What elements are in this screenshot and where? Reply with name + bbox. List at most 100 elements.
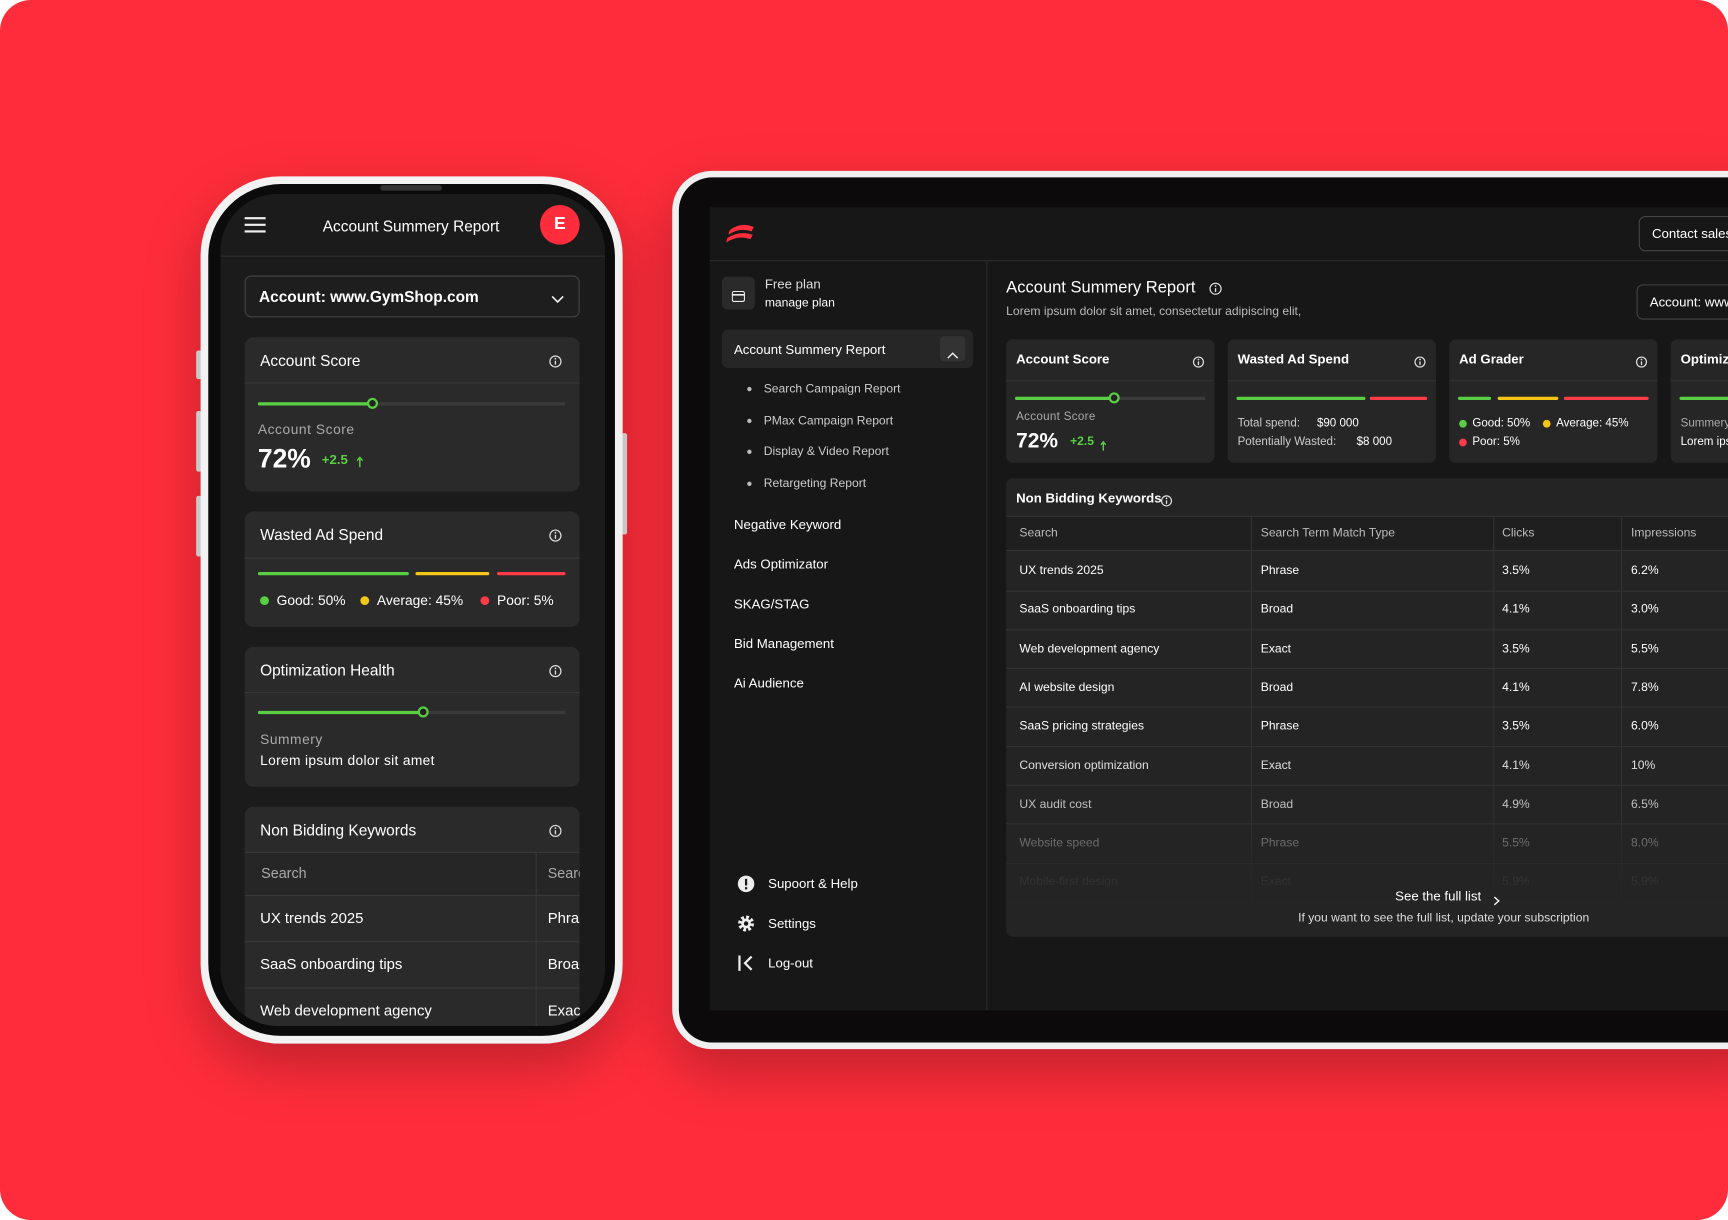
up-arrow-svg — [1100, 440, 1107, 451]
row-divider — [244, 941, 580, 943]
cell: 3.5% — [1502, 642, 1530, 656]
card-title: Wasted Ad Spend — [1237, 351, 1350, 367]
chevron-right — [1493, 892, 1500, 906]
contact-button[interactable] — [1638, 215, 1728, 252]
sub-nav-item[interactable]: Retargeting Report — [763, 477, 867, 491]
page-subtitle: Lorem ipsum dolor sit amet, consectetur … — [1006, 305, 1302, 319]
slider-fill — [257, 401, 373, 405]
card-icon-svg — [731, 290, 745, 302]
legend-label: Poor: 5% — [497, 592, 554, 609]
nav-item[interactable]: Bid Management — [733, 635, 834, 652]
row-divider — [1006, 706, 1728, 708]
chevron-down-svg — [551, 295, 564, 304]
card-icon — [731, 288, 745, 302]
column-header: Search — [261, 864, 307, 882]
contact-label: Contact sales — [1651, 225, 1728, 242]
summary-text: Lorem ipsum dolor sit amet — [260, 752, 435, 769]
sub-nav-item[interactable]: Search Campaign Report — [763, 382, 901, 396]
row-divider — [1006, 667, 1728, 670]
cell: UX trends 2025 — [1019, 564, 1104, 578]
grade-bar — [1369, 396, 1428, 400]
cell: SaaS onboarding tips — [1019, 603, 1136, 617]
divider — [1227, 380, 1436, 382]
nav-item[interactable]: Ads Optimizator — [733, 556, 829, 572]
nav-item[interactable]: Negative Keyword — [733, 516, 842, 533]
cell: Conversion optimization — [1019, 758, 1149, 772]
bullet — [747, 418, 752, 424]
account-select[interactable] — [1636, 284, 1728, 320]
cell: 4.1% — [1502, 603, 1530, 617]
bullet — [747, 449, 752, 455]
card-title: Account Score — [1016, 351, 1110, 367]
card: Account Score Account Score 72% +2.5 — [1006, 339, 1215, 463]
sub-nav-item[interactable]: Display & Video Report — [763, 445, 889, 459]
up-arrow — [1100, 436, 1107, 451]
column-divider — [1493, 515, 1495, 937]
row-divider — [1006, 629, 1728, 631]
score-label: Account Score — [257, 422, 355, 438]
card: Ad Grader Good: 50% Average: 45% Poor: 5% — [1449, 339, 1658, 463]
manage-plan[interactable]: manage plan — [764, 296, 835, 310]
column-divider — [1621, 515, 1623, 937]
chevron-down — [551, 291, 564, 304]
collapse-button[interactable] — [940, 336, 966, 362]
card: Optimization Health Summery Lorem ipsum do… — [1670, 339, 1728, 463]
cell: Exact — [1260, 642, 1292, 656]
row-divider — [244, 894, 580, 896]
footer-nav-item[interactable]: Supoort & Help — [768, 876, 858, 892]
divider — [1449, 380, 1658, 382]
card-title: Wasted Ad Spend — [260, 525, 384, 544]
divider — [220, 255, 606, 257]
phone-button — [621, 433, 628, 535]
cell: 3.0% — [1631, 603, 1659, 617]
cell: 7.8% — [1631, 680, 1659, 695]
cell: 6.5% — [1631, 797, 1659, 811]
info-icon — [549, 823, 562, 838]
legend-dot — [1542, 419, 1551, 428]
row-divider — [1006, 745, 1728, 747]
cell: SaaS pricing strategies — [1019, 719, 1145, 734]
legend-label: Good: 50% — [276, 592, 346, 609]
cell: 4.1% — [1502, 758, 1530, 772]
cell: Phrase — [1260, 564, 1300, 578]
score-label: Account Score — [1016, 409, 1096, 424]
nav-item[interactable]: SKAG/STAG — [733, 596, 810, 612]
column-header: Impressions — [1631, 526, 1697, 540]
divider — [244, 692, 580, 694]
upgrade-note: If you want to see the full list, update… — [1298, 911, 1590, 925]
score-value: 72% — [257, 444, 311, 474]
info-icon — [1209, 281, 1222, 295]
nav-active[interactable] — [721, 329, 974, 369]
info-icon-svg — [1635, 355, 1647, 368]
card — [244, 511, 580, 628]
nav-icon-svg — [738, 955, 753, 971]
see-full-list[interactable]: See the full list — [1395, 888, 1482, 904]
nav-item[interactable]: Ai Audience — [733, 675, 804, 691]
wasted-value: $8 000 — [1356, 435, 1393, 449]
chevron-up — [947, 345, 959, 359]
account-select[interactable] — [244, 275, 580, 318]
avatar[interactable] — [539, 204, 580, 245]
card — [244, 646, 580, 787]
cell: 6.0% — [1631, 719, 1659, 734]
legend-label: Poor: 5% — [1472, 435, 1520, 449]
sub-nav-item[interactable]: PMax Campaign Report — [763, 414, 894, 428]
account-label: Account: www.GymShop.com — [1649, 294, 1728, 310]
info-icon-svg — [1413, 355, 1425, 368]
footer-nav-item[interactable]: Log-out — [768, 955, 813, 971]
phone-speaker — [380, 185, 442, 191]
footer-nav-item[interactable]: Settings — [768, 915, 816, 932]
column-header: Search Term Match Type — [1260, 526, 1396, 540]
info-icon — [1160, 492, 1172, 506]
slider-fill — [257, 710, 424, 714]
cell: Broad — [547, 956, 580, 973]
legend-dot — [260, 596, 269, 606]
column-header: Clicks — [1502, 526, 1535, 540]
cell: 4.1% — [1502, 680, 1530, 695]
keywords-card: Non Bidding Keywords Search Search Term Ma… — [1006, 478, 1728, 937]
nav-icon-svg — [737, 875, 755, 893]
cell: Web development agency — [260, 1002, 432, 1019]
slider-track — [257, 401, 566, 405]
nav-icon — [737, 954, 755, 972]
